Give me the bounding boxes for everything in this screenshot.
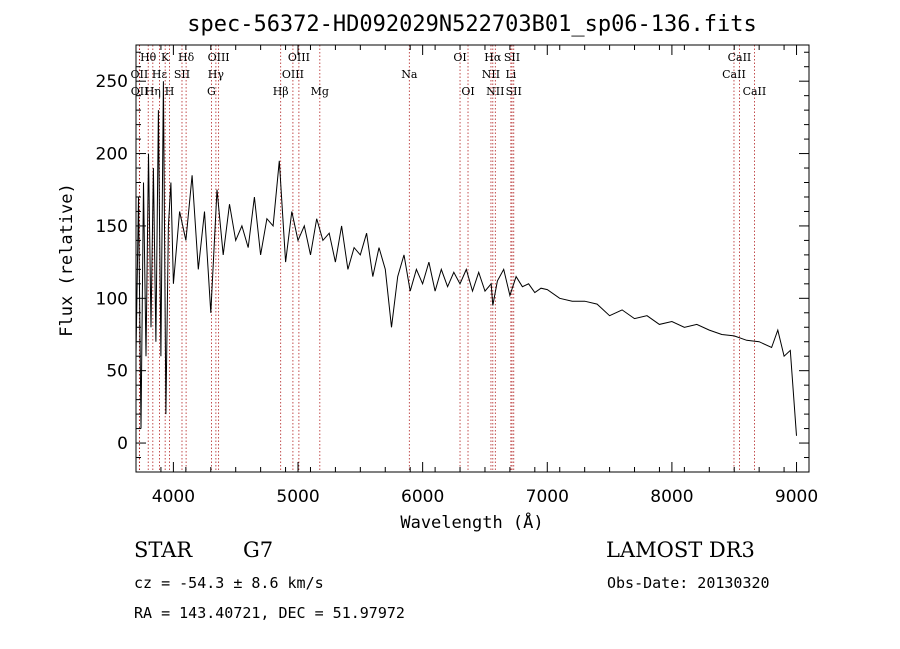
ra-dec: RA = 143.40721, DEC = 51.97972 [134, 604, 405, 622]
line-label-27: CaII [743, 85, 767, 98]
line-label-8: CaII [728, 51, 752, 64]
x-tick-label-1: 5000 [276, 487, 319, 507]
y-tick-label-3: 150 [96, 217, 128, 237]
line-label-25: NII [486, 85, 504, 98]
line-label-14: Na [401, 68, 418, 81]
line-label-6: Hα [484, 51, 502, 64]
x-tick-label-3: 7000 [526, 487, 569, 507]
y-tick-label-5: 250 [96, 72, 128, 92]
line-label-20: H [165, 85, 175, 98]
x-tick-label-2: 6000 [401, 487, 444, 507]
line-label-0: Hθ [140, 51, 157, 64]
line-label-2: Hδ [178, 51, 195, 64]
x-axis-label: Wavelength (Å) [400, 511, 543, 533]
plot-frame [135, 44, 810, 473]
observation-date: Obs-Date: 20130320 [607, 574, 770, 592]
line-label-7: SII [504, 51, 520, 64]
line-label-26: SII [506, 85, 522, 98]
line-label-15: NII [482, 68, 500, 81]
line-label-16: Li [505, 68, 516, 81]
line-label-1: K [161, 51, 170, 64]
y-tick-label-4: 200 [96, 145, 128, 165]
x-tick-label-5: 9000 [775, 487, 818, 507]
x-tick-label-0: 4000 [152, 487, 195, 507]
line-label-23: Mg [311, 85, 329, 98]
y-axis-label: Flux (relative) [57, 183, 77, 337]
line-label-24: OI [461, 85, 474, 98]
survey-name: LAMOST DR3 [606, 538, 755, 562]
object-subclass: G7 [243, 538, 274, 562]
flux-series-line [135, 81, 797, 436]
spectral-line-markers [138, 45, 755, 472]
line-label-17: CaII [722, 68, 746, 81]
line-label-9: OII [131, 68, 149, 81]
y-tick-label-2: 100 [96, 289, 128, 309]
line-label-21: G [207, 85, 216, 98]
x-tick-label-4: 8000 [650, 487, 693, 507]
line-label-18: OII [131, 85, 149, 98]
line-label-13: OIII [282, 68, 304, 81]
line-label-12: Hγ [208, 68, 225, 81]
line-label-5: OI [453, 51, 466, 64]
chart-title: spec-56372-HD092029N522703B01_sp06-136.f… [187, 12, 757, 37]
axis-tick-labels: 4000 5000 6000 7000 8000 9000 0 50 100 150 200 250 [96, 72, 819, 507]
line-label-3: OIII [208, 51, 230, 64]
line-label-22: Hβ [273, 85, 289, 98]
redshift-cz: cz = -54.3 ± 8.6 km/s [134, 574, 324, 592]
axis-ticks [135, 45, 810, 472]
line-label-19: Hη [145, 85, 161, 98]
line-label-4: OIII [288, 51, 310, 64]
object-class: STAR [134, 538, 193, 562]
y-tick-label-1: 50 [106, 362, 128, 382]
line-label-11: SII [174, 68, 190, 81]
y-tick-label-0: 0 [117, 434, 128, 454]
line-label-10: Hε [152, 68, 168, 81]
